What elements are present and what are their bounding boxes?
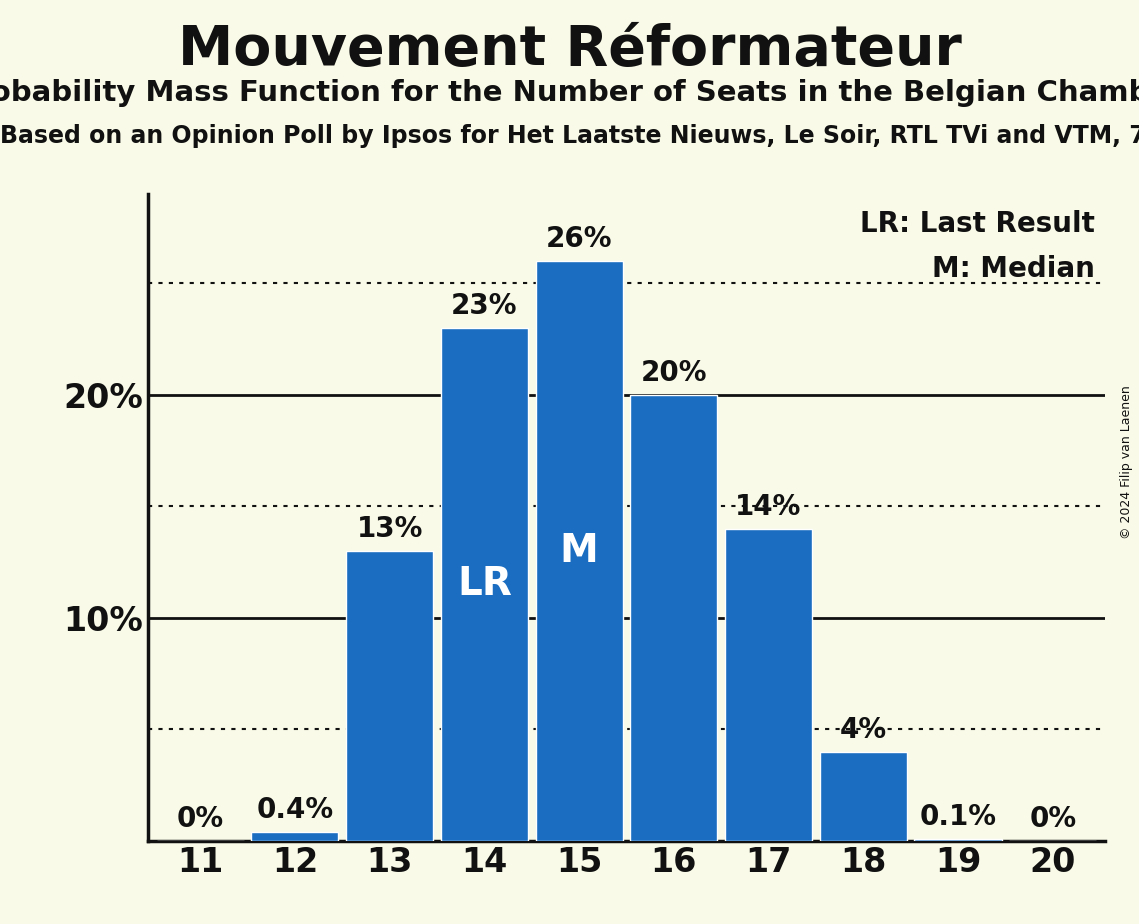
Text: © 2024 Filip van Laenen: © 2024 Filip van Laenen — [1121, 385, 1133, 539]
Text: M: M — [559, 532, 598, 570]
Bar — [535, 261, 623, 841]
Text: 20%: 20% — [640, 359, 707, 387]
Text: Probability Mass Function for the Number of Seats in the Belgian Chamber: Probability Mass Function for the Number… — [0, 79, 1139, 106]
Text: 0.1%: 0.1% — [919, 803, 997, 831]
Text: 14%: 14% — [736, 492, 802, 521]
Bar — [346, 551, 433, 841]
Text: 0.4%: 0.4% — [256, 796, 334, 824]
Bar — [252, 832, 338, 841]
Bar — [630, 395, 718, 841]
Text: M: Median: M: Median — [933, 256, 1096, 284]
Bar — [724, 529, 812, 841]
Text: Based on an Opinion Poll by Ipsos for Het Laatste Nieuws, Le Soir, RTL TVi and V: Based on an Opinion Poll by Ipsos for He… — [0, 124, 1139, 148]
Bar — [820, 751, 907, 841]
Text: 0%: 0% — [177, 805, 223, 833]
Bar — [441, 328, 528, 841]
Text: 0%: 0% — [1030, 805, 1076, 833]
Text: LR: Last Result: LR: Last Result — [860, 211, 1096, 238]
Text: Mouvement Réformateur: Mouvement Réformateur — [178, 23, 961, 77]
Text: 4%: 4% — [839, 716, 887, 744]
Bar — [915, 839, 1001, 841]
Text: LR: LR — [457, 565, 511, 603]
Text: 13%: 13% — [357, 515, 423, 543]
Text: 26%: 26% — [546, 225, 613, 253]
Text: 23%: 23% — [451, 292, 517, 320]
